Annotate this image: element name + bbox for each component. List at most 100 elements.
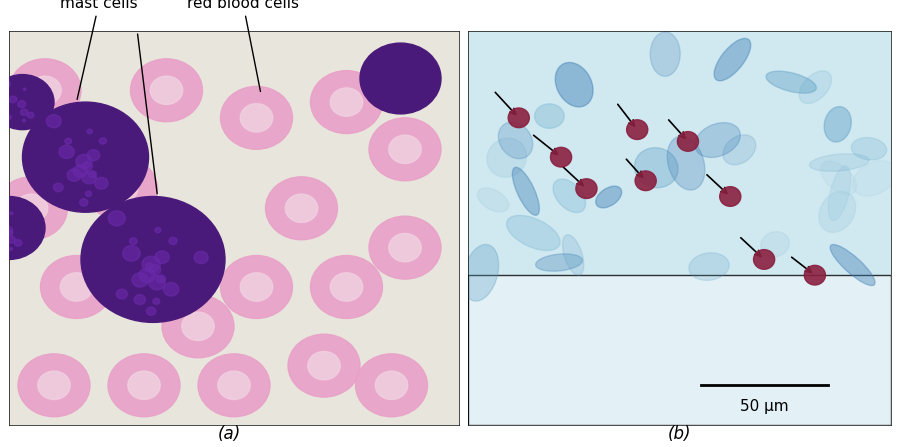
Circle shape <box>266 177 338 240</box>
Ellipse shape <box>650 32 680 76</box>
Circle shape <box>108 354 180 417</box>
Circle shape <box>116 289 128 299</box>
Circle shape <box>22 102 148 212</box>
Ellipse shape <box>667 136 705 190</box>
Ellipse shape <box>562 235 584 275</box>
Ellipse shape <box>828 166 850 221</box>
Text: red blood cells: red blood cells <box>187 0 299 92</box>
Circle shape <box>4 226 13 234</box>
Circle shape <box>678 131 698 151</box>
Circle shape <box>626 120 648 139</box>
Ellipse shape <box>535 104 564 128</box>
Ellipse shape <box>507 215 560 250</box>
Circle shape <box>369 118 441 181</box>
Circle shape <box>18 354 90 417</box>
Circle shape <box>83 162 93 170</box>
Circle shape <box>7 231 13 236</box>
Circle shape <box>288 334 360 397</box>
Circle shape <box>805 266 825 285</box>
Circle shape <box>330 273 363 301</box>
Ellipse shape <box>766 71 816 93</box>
Circle shape <box>310 256 382 318</box>
Ellipse shape <box>821 161 857 194</box>
Circle shape <box>53 183 63 192</box>
Circle shape <box>310 71 382 134</box>
Circle shape <box>0 197 45 259</box>
Circle shape <box>157 275 166 283</box>
Circle shape <box>0 221 3 229</box>
Circle shape <box>308 351 340 380</box>
Circle shape <box>375 371 408 400</box>
Ellipse shape <box>760 232 789 257</box>
Circle shape <box>65 138 72 144</box>
Circle shape <box>58 145 75 159</box>
Circle shape <box>240 104 273 132</box>
Circle shape <box>40 256 112 318</box>
Circle shape <box>9 248 13 250</box>
Circle shape <box>82 171 96 184</box>
Text: (b): (b) <box>668 425 691 443</box>
Circle shape <box>7 236 15 243</box>
Circle shape <box>753 249 775 269</box>
Ellipse shape <box>799 71 832 104</box>
Circle shape <box>87 150 100 160</box>
Circle shape <box>220 256 292 318</box>
Circle shape <box>360 43 441 114</box>
Ellipse shape <box>512 167 539 215</box>
Circle shape <box>155 251 169 263</box>
Circle shape <box>194 251 208 264</box>
Circle shape <box>88 171 96 177</box>
Circle shape <box>14 240 22 246</box>
Circle shape <box>153 299 160 304</box>
Text: (a): (a) <box>218 425 241 443</box>
Circle shape <box>46 114 61 128</box>
Circle shape <box>551 148 572 167</box>
Circle shape <box>79 199 88 206</box>
Circle shape <box>130 238 137 245</box>
Circle shape <box>389 135 421 164</box>
Circle shape <box>18 101 26 108</box>
Circle shape <box>81 197 225 322</box>
Ellipse shape <box>688 253 729 280</box>
Circle shape <box>139 268 156 283</box>
Circle shape <box>6 115 12 119</box>
Circle shape <box>108 211 125 226</box>
Circle shape <box>10 212 13 215</box>
Ellipse shape <box>554 179 586 213</box>
Circle shape <box>635 171 656 190</box>
Circle shape <box>369 216 441 279</box>
Circle shape <box>128 371 160 400</box>
Circle shape <box>720 187 741 207</box>
Circle shape <box>22 119 25 122</box>
Ellipse shape <box>809 154 869 171</box>
Ellipse shape <box>714 38 751 81</box>
Circle shape <box>73 165 87 177</box>
Circle shape <box>134 295 146 304</box>
Circle shape <box>29 76 61 105</box>
Circle shape <box>132 273 148 287</box>
Circle shape <box>87 129 93 134</box>
Circle shape <box>130 59 202 122</box>
FancyBboxPatch shape <box>468 275 891 425</box>
Circle shape <box>576 179 597 198</box>
Circle shape <box>86 157 158 220</box>
Circle shape <box>9 59 81 122</box>
Circle shape <box>240 273 273 301</box>
Circle shape <box>162 295 234 358</box>
Circle shape <box>182 312 214 341</box>
Circle shape <box>389 233 421 262</box>
Circle shape <box>150 76 183 105</box>
Circle shape <box>356 354 427 417</box>
Circle shape <box>147 307 156 315</box>
Ellipse shape <box>830 245 875 286</box>
Ellipse shape <box>555 63 593 107</box>
Circle shape <box>9 96 17 103</box>
Circle shape <box>27 112 34 118</box>
Ellipse shape <box>852 160 896 196</box>
Circle shape <box>122 246 140 261</box>
Circle shape <box>0 75 54 130</box>
Circle shape <box>142 256 160 272</box>
Ellipse shape <box>824 106 851 142</box>
Ellipse shape <box>819 191 856 232</box>
Circle shape <box>68 169 81 181</box>
